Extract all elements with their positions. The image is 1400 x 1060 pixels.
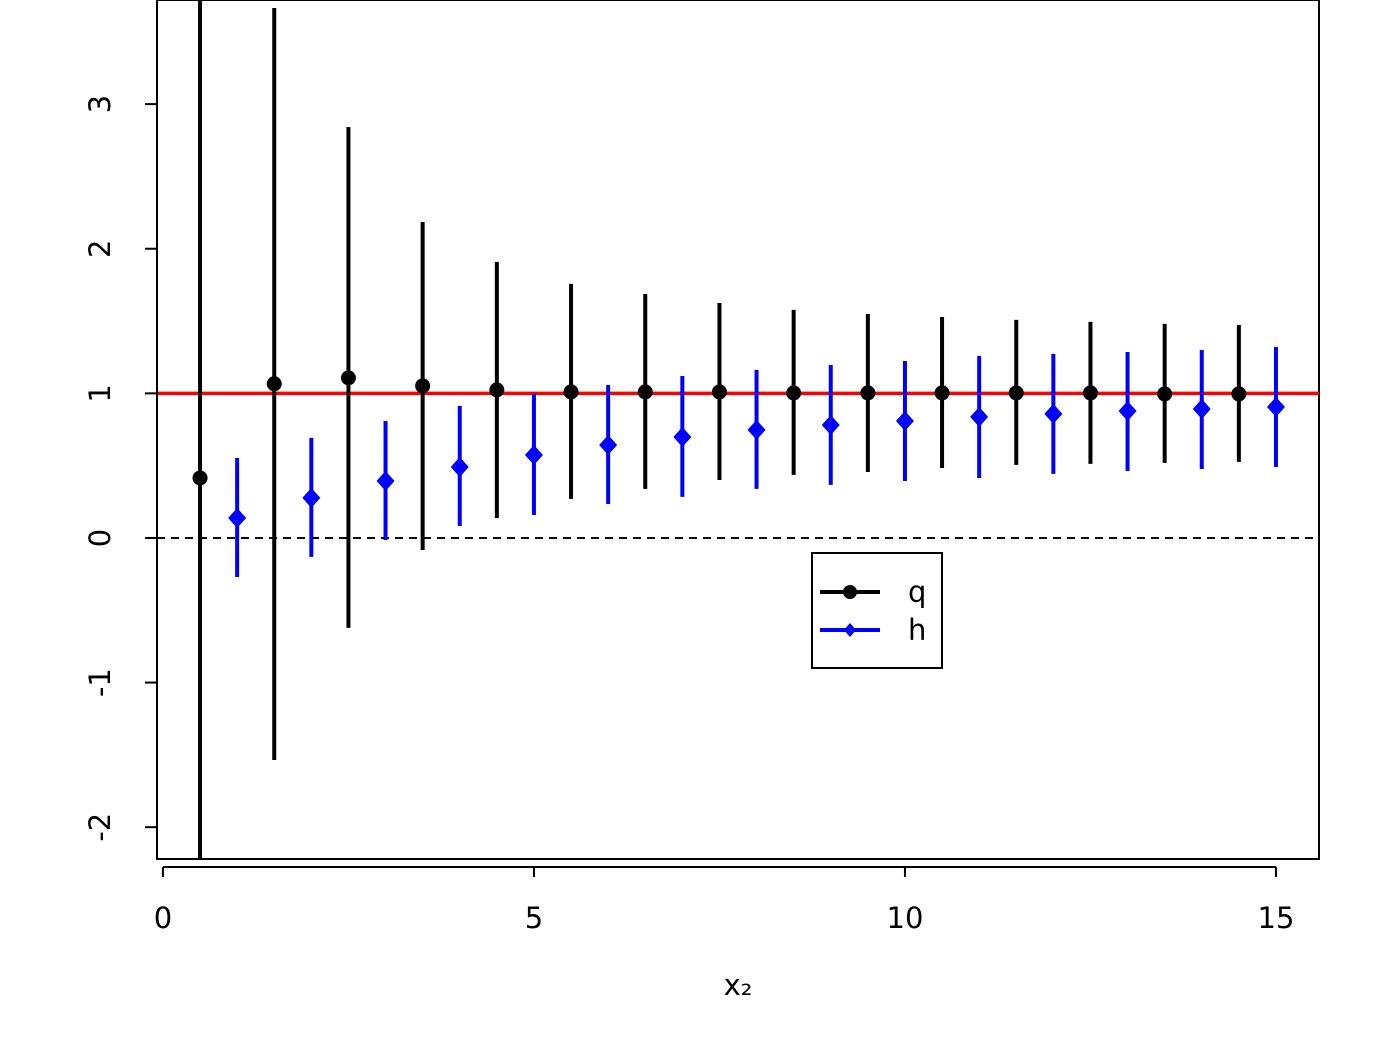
x-tick-label: 5 [525,901,543,935]
point [340,370,356,386]
point [786,385,802,401]
point [1044,403,1063,424]
point [934,385,950,401]
point [266,376,282,392]
point [228,508,247,529]
point [673,427,692,448]
y-tick-label: 0 [83,529,117,547]
point [524,444,543,465]
point [1082,385,1098,401]
point [970,406,989,427]
point [563,384,579,400]
point [415,378,431,394]
point [1008,385,1024,401]
y-tick-label: -1 [83,668,117,697]
point [302,487,321,508]
point [376,470,395,491]
x-tick-label: 10 [887,901,924,935]
legend-marker [843,585,857,599]
plot-frame [156,0,1320,860]
point [192,470,208,486]
point [1231,386,1247,402]
point [599,434,618,455]
point [747,419,766,440]
point [1192,398,1211,419]
point [821,415,840,436]
point [1157,386,1173,402]
legend-marker [844,623,856,637]
y-tick-label: 3 [83,95,117,113]
point [1266,396,1285,417]
point [1118,400,1137,421]
point [860,385,876,401]
plot-area [157,0,1319,859]
x-tick-label: 0 [154,901,172,935]
point [489,382,505,398]
y-tick-label: 1 [83,384,117,402]
point [711,384,727,400]
point [450,456,469,477]
legend-label: h [908,613,926,647]
legend-box [811,552,943,669]
legend-label: q [908,575,926,609]
x-axis-label: x₂ [724,968,753,1002]
y-tick-label: -2 [83,813,117,842]
y-tick-label: 2 [83,240,117,258]
point [637,384,653,400]
point [895,410,914,431]
x-tick-label: 15 [1258,901,1295,935]
